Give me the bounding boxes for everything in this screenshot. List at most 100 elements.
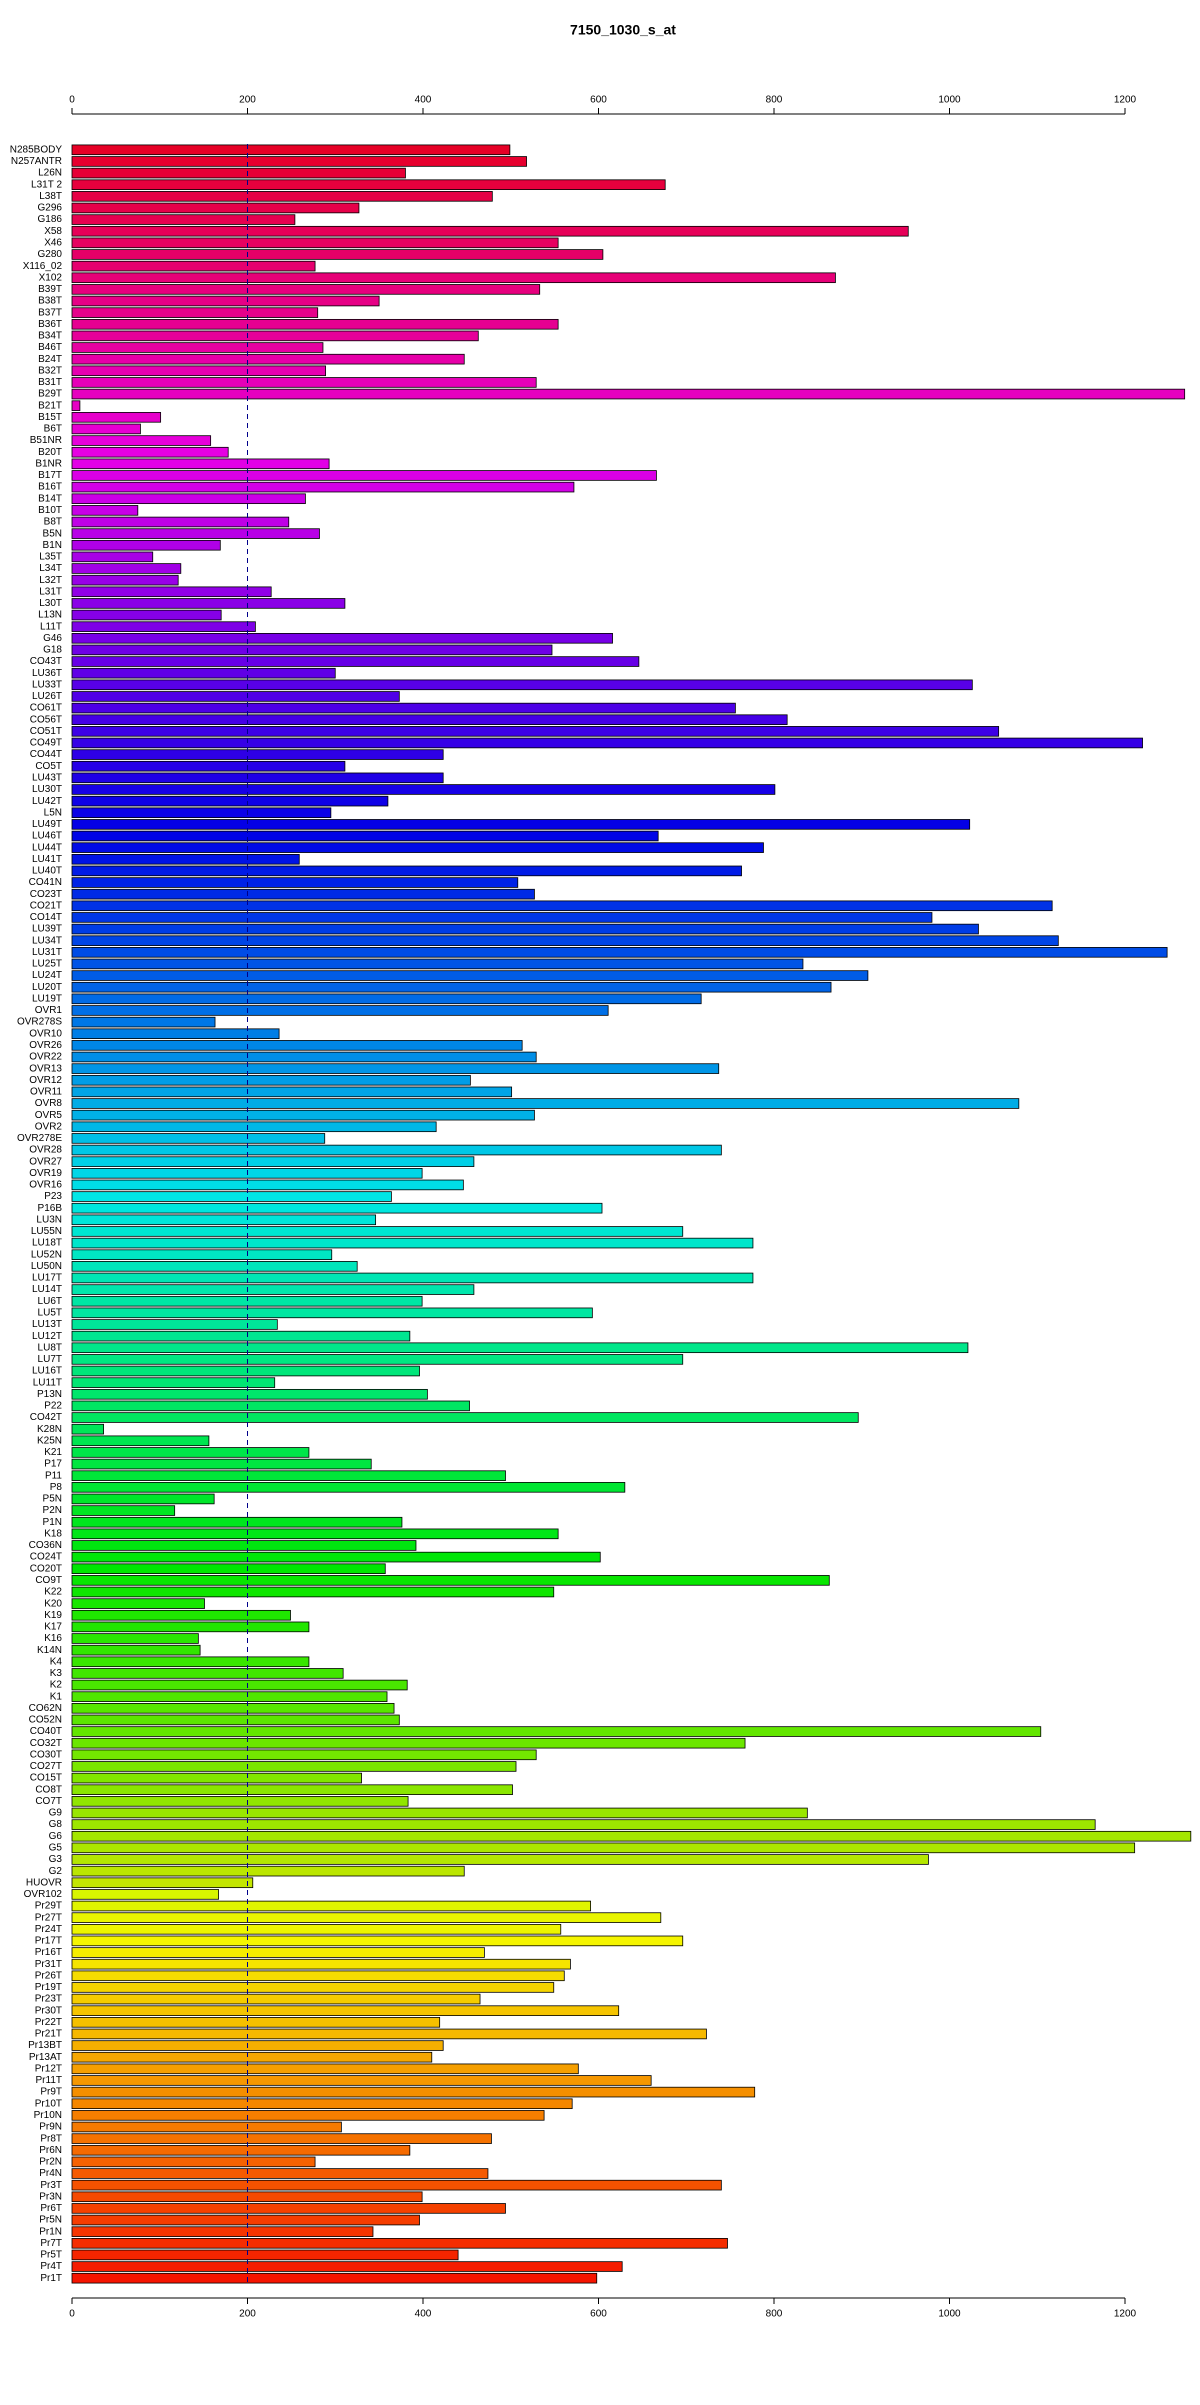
- bar: [71, 1958, 571, 1970]
- y-tick-label: CO44T: [30, 749, 62, 760]
- y-tick-label: LU40T: [32, 866, 62, 877]
- bar: [71, 2121, 342, 2133]
- y-tick-label: LU50N: [31, 1261, 62, 1272]
- bar: [71, 1772, 362, 1784]
- bar: [71, 1644, 201, 1656]
- bar: [71, 284, 541, 295]
- bar: [71, 1551, 601, 1563]
- bar: [71, 1237, 754, 1249]
- bar: [71, 156, 527, 167]
- bar: [71, 1272, 754, 1284]
- y-tick-label: G3: [49, 1854, 63, 1865]
- bar: [71, 1854, 929, 1865]
- y-tick-label: LU43T: [32, 772, 62, 783]
- y-tick-label: LU39T: [32, 924, 62, 935]
- bar: [71, 1505, 176, 1516]
- y-tick-label: B51NR: [30, 435, 62, 446]
- bar: [71, 1970, 565, 1982]
- y-tick-label: Pr17T: [35, 1936, 62, 1947]
- bar: [71, 2179, 722, 2191]
- y-tick-label: LU8T: [38, 1342, 62, 1353]
- bar: [71, 1877, 254, 1889]
- y-tick-label: OVR2: [35, 1121, 63, 1132]
- y-tick-label: Pr24T: [35, 1924, 62, 1935]
- bar: [71, 1284, 475, 1295]
- bar: [71, 260, 316, 272]
- bar: [71, 539, 221, 551]
- y-tick-label: LU46T: [32, 831, 62, 842]
- y-tick-label: Pr3T: [40, 2180, 62, 2191]
- bar: [71, 1703, 395, 1714]
- bar: [71, 2156, 316, 2168]
- bar: [71, 1807, 808, 1819]
- y-tick-label: B16T: [38, 482, 62, 493]
- bar: [71, 2249, 459, 2261]
- x-tick-label: 0: [69, 95, 75, 106]
- y-tick-label: CO27T: [30, 1761, 62, 1772]
- y-tick-label: OVR1: [35, 1005, 63, 1016]
- y-tick-label: G46: [43, 633, 62, 644]
- y-tick-label: CO49T: [30, 738, 62, 749]
- y-tick-label: LU44T: [32, 842, 62, 853]
- bar: [71, 1388, 428, 1400]
- bar: [71, 1412, 859, 1423]
- bar: [71, 1749, 537, 1761]
- bar: [71, 888, 535, 900]
- y-tick-label: L26N: [38, 168, 62, 179]
- x-tick-label: 1000: [938, 2309, 961, 2320]
- y-tick-label: Pr4T: [40, 2261, 62, 2272]
- y-tick-label: LU18T: [32, 1238, 62, 1249]
- y-tick-label: LU34T: [32, 935, 62, 946]
- y-tick-label: LU5T: [38, 1307, 62, 1318]
- x-tick-label: 400: [415, 2309, 432, 2320]
- bar: [71, 1144, 722, 1156]
- x-tick-label: 0: [69, 2309, 75, 2320]
- bar: [71, 528, 320, 539]
- y-tick-label: CO15T: [30, 1773, 62, 1784]
- bar: [71, 865, 742, 877]
- y-tick-label: LU14T: [32, 1284, 62, 1295]
- bar: [71, 353, 465, 365]
- y-tick-label: L31T 2: [31, 179, 62, 190]
- y-tick-label: LU20T: [32, 982, 62, 993]
- bar: [71, 2017, 441, 2028]
- x-tick-label: 800: [766, 95, 783, 106]
- y-tick-label: OVR27: [29, 1156, 62, 1167]
- bar: [71, 1621, 310, 1633]
- y-tick-label: L35T: [39, 552, 62, 563]
- bar: [71, 2063, 579, 2075]
- bar: [71, 1074, 471, 1086]
- y-tick-label: LU13T: [32, 1319, 62, 1330]
- y-tick-label: B29T: [38, 389, 62, 400]
- y-tick-label: OVR12: [29, 1075, 62, 1086]
- y-tick-label: Pr22T: [35, 2017, 62, 2028]
- y-tick-label: K16: [44, 1633, 62, 1644]
- y-tick-label: Pr6T: [40, 2203, 62, 2214]
- y-tick-label: B8T: [44, 517, 62, 528]
- y-tick-label: Pr1T: [40, 2273, 62, 2284]
- y-tick-label: CO20T: [30, 1563, 62, 1574]
- y-tick-label: Pr23T: [35, 1994, 62, 2005]
- bar: [71, 1679, 408, 1691]
- bar: [71, 1586, 555, 1598]
- y-tick-label: Pr27T: [35, 1912, 62, 1923]
- bar: [71, 842, 764, 853]
- y-tick-label: OVR22: [29, 1052, 62, 1063]
- y-tick-label: B21T: [38, 400, 62, 411]
- y-tick-label: Pr13BT: [28, 2040, 62, 2051]
- y-tick-label: L11T: [40, 621, 62, 632]
- y-tick-label: G5: [49, 1842, 63, 1853]
- y-tick-label: CO52N: [29, 1715, 62, 1726]
- bar: [71, 1935, 684, 1947]
- bar: [71, 1121, 437, 1133]
- bar: [71, 470, 657, 481]
- bar: [71, 912, 933, 923]
- bar: [71, 1249, 333, 1260]
- bar: [71, 1923, 562, 1935]
- y-tick-label: CO36N: [29, 1540, 62, 1551]
- y-tick-label: Pr16T: [35, 1947, 62, 1958]
- y-tick-label: LU42T: [32, 796, 62, 807]
- bar: [71, 1737, 746, 1749]
- x-tick-label: 200: [239, 2309, 256, 2320]
- bar: [71, 1691, 388, 1702]
